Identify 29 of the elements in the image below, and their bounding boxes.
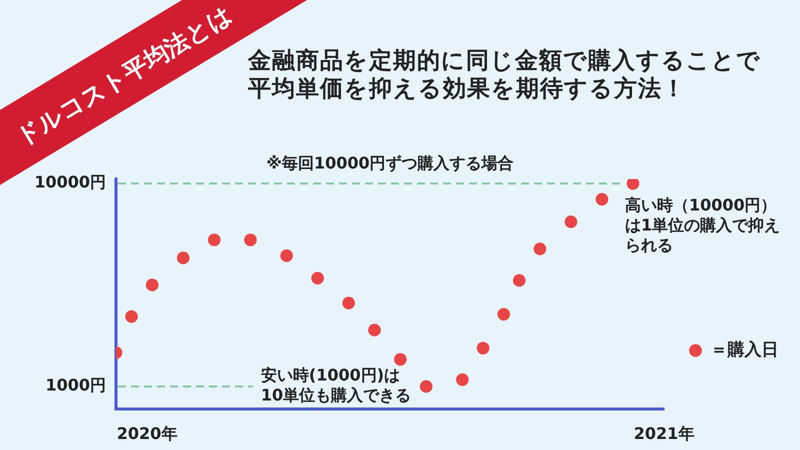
- point: [476, 342, 490, 354]
- point: [394, 353, 407, 366]
- point: [280, 249, 293, 262]
- point: [125, 310, 138, 323]
- point: [368, 324, 381, 336]
- point: [420, 380, 432, 393]
- x-tick-label: 2021年: [634, 424, 694, 443]
- point: [497, 308, 510, 321]
- point: [208, 234, 221, 246]
- point: [596, 192, 608, 206]
- chart-subtitle: 金融商品を定期的に同じ金額で購入することで平均単価を抑える効果を期待する方法！: [248, 47, 762, 103]
- chart-title: ドルコスト平均法とは: [10, 0, 238, 152]
- point: [564, 216, 578, 228]
- point: [311, 272, 324, 285]
- annotation: 高い時（10000円）は1単位の購入で抑えられる: [624, 196, 780, 255]
- point: [512, 274, 526, 287]
- ref-line-label: ※毎回10000円ずつ購入する場合: [266, 154, 514, 173]
- annotation: 安い時(1000円)は10単位も購入できる: [260, 366, 412, 405]
- y-tick-label: 1000円: [45, 376, 106, 395]
- legend-label: ＝購入日: [710, 340, 778, 360]
- x-tick-label: 2020年: [116, 424, 178, 443]
- y-tick-label: 10000円: [34, 172, 106, 192]
- point: [176, 252, 190, 264]
- point: [456, 373, 469, 386]
- point: [342, 296, 355, 310]
- point: [534, 242, 546, 256]
- point: [146, 278, 158, 292]
- point: [626, 179, 640, 190]
- point: [244, 234, 257, 246]
